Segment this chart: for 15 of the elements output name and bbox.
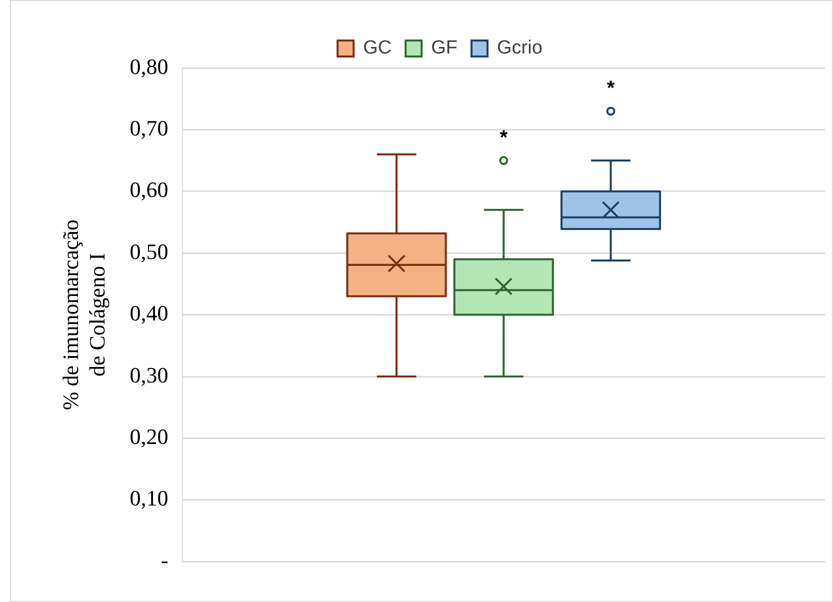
annotation: *: [500, 127, 508, 150]
y-axis-title: % de imunomarcação de Colágeno I: [58, 220, 110, 410]
y-tick-label: 0,70: [130, 115, 168, 140]
annotation: *: [606, 78, 615, 100]
y-tick-label: 0,30: [130, 362, 168, 388]
y-tick-label: 0,80: [130, 54, 168, 79]
y-tick-label: 0,20: [130, 424, 168, 449]
legend-label: Gcrio: [496, 38, 542, 59]
y-tick-label: 0,50: [130, 238, 168, 264]
y-tick-label: 0,40: [130, 300, 168, 326]
y-tick-label: 0,60: [130, 177, 168, 202]
legend-label: GC: [363, 38, 392, 59]
y-tick-label: 0,10: [130, 486, 168, 511]
y-tick-label: -: [160, 547, 168, 572]
legend-label: GF: [431, 38, 458, 59]
